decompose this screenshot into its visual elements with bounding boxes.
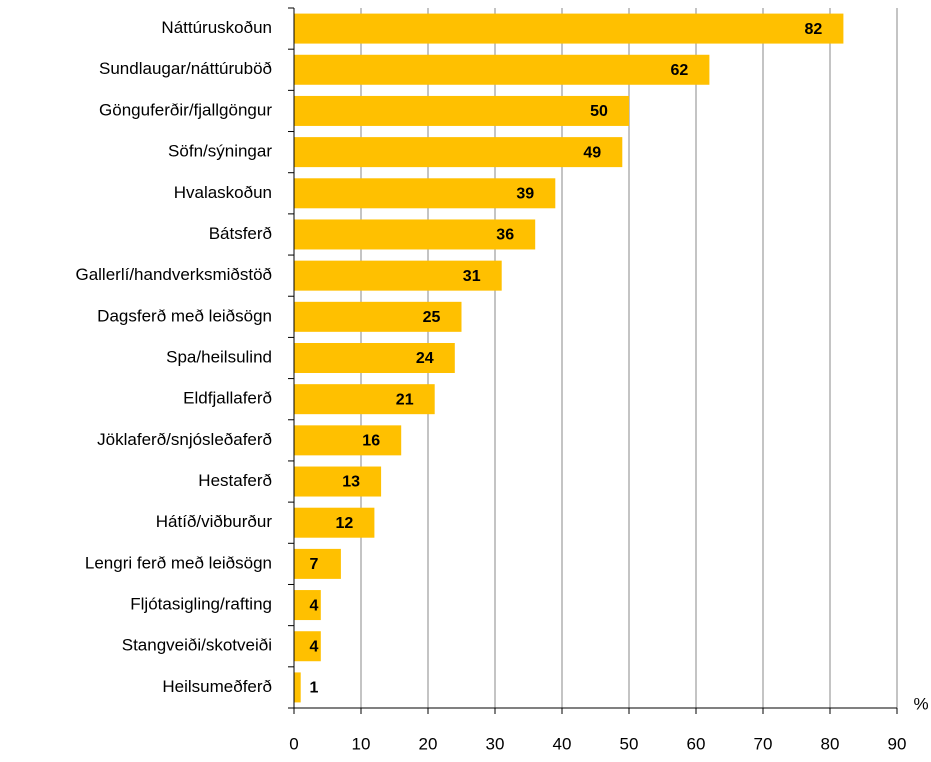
bar <box>294 13 844 44</box>
data-label: 50 <box>590 103 608 120</box>
x-tick-label: 20 <box>419 734 438 753</box>
bar <box>294 631 321 662</box>
y-tick-label: Náttúruskoðun <box>161 18 272 37</box>
y-tick-label: Gönguferðir/fjallgöngur <box>99 100 272 119</box>
bar <box>294 95 629 126</box>
y-tick-label: Sundlaugar/náttúruböð <box>99 59 272 78</box>
x-tick-label: 0 <box>289 734 298 753</box>
x-tick-label: 70 <box>754 734 773 753</box>
y-tick-label: Gallerlí/handverksmiðstöð <box>75 265 272 284</box>
x-tick-label: 80 <box>821 734 840 753</box>
bar <box>294 590 321 621</box>
data-label: 4 <box>310 638 319 655</box>
data-label: 13 <box>342 474 360 491</box>
data-label: 25 <box>423 309 441 326</box>
x-tick-label: 30 <box>486 734 505 753</box>
y-tick-label: Spa/heilsulind <box>166 347 272 366</box>
y-tick-label: Hestaferð <box>198 471 272 490</box>
bar <box>294 507 375 538</box>
data-label: 12 <box>336 515 354 532</box>
data-label: 49 <box>583 144 601 161</box>
data-label: 1 <box>310 680 319 697</box>
bar <box>294 301 462 332</box>
y-tick-label: Fljótasigling/rafting <box>130 595 272 614</box>
x-tick-label: 10 <box>352 734 371 753</box>
bar <box>294 260 502 291</box>
bar <box>294 384 435 415</box>
bar <box>294 219 536 250</box>
bar <box>294 178 556 209</box>
data-label: 24 <box>416 350 434 367</box>
bar <box>294 54 710 85</box>
x-tick-label: 50 <box>620 734 639 753</box>
bar <box>294 425 402 456</box>
data-label: 36 <box>496 227 514 244</box>
data-label: 16 <box>362 433 380 450</box>
x-axis-label: % <box>913 694 928 713</box>
data-label: 39 <box>516 186 534 203</box>
y-tick-label: Hvalaskoðun <box>174 183 272 202</box>
data-label: 21 <box>396 391 414 408</box>
x-tick-label: 40 <box>553 734 572 753</box>
bar <box>294 672 301 703</box>
bar <box>294 548 341 579</box>
bar <box>294 343 455 373</box>
data-label: 82 <box>805 21 823 38</box>
y-tick-label: Eldfjallaferð <box>183 389 272 408</box>
data-label: 31 <box>463 268 481 285</box>
x-tick-label: 60 <box>687 734 706 753</box>
y-tick-label: Dagsferð með leiðsögn <box>97 306 272 325</box>
x-tick-label: 90 <box>888 734 907 753</box>
data-label: 7 <box>310 556 319 573</box>
y-tick-label: Bátsferð <box>209 224 272 243</box>
y-tick-label: Hátíð/viðburður <box>156 512 273 531</box>
y-tick-label: Lengri ferð með leiðsögn <box>85 553 272 572</box>
data-label: 4 <box>310 597 319 614</box>
bar <box>294 466 382 497</box>
data-label: 62 <box>671 62 689 79</box>
y-tick-label: Söfn/sýningar <box>168 142 272 161</box>
y-tick-label: Stangveiði/skotveiði <box>122 636 272 655</box>
bar <box>294 137 623 168</box>
y-tick-label: Jöklaferð/snjósleðaferð <box>97 430 272 449</box>
y-tick-label: Heilsumeðferð <box>162 677 272 696</box>
